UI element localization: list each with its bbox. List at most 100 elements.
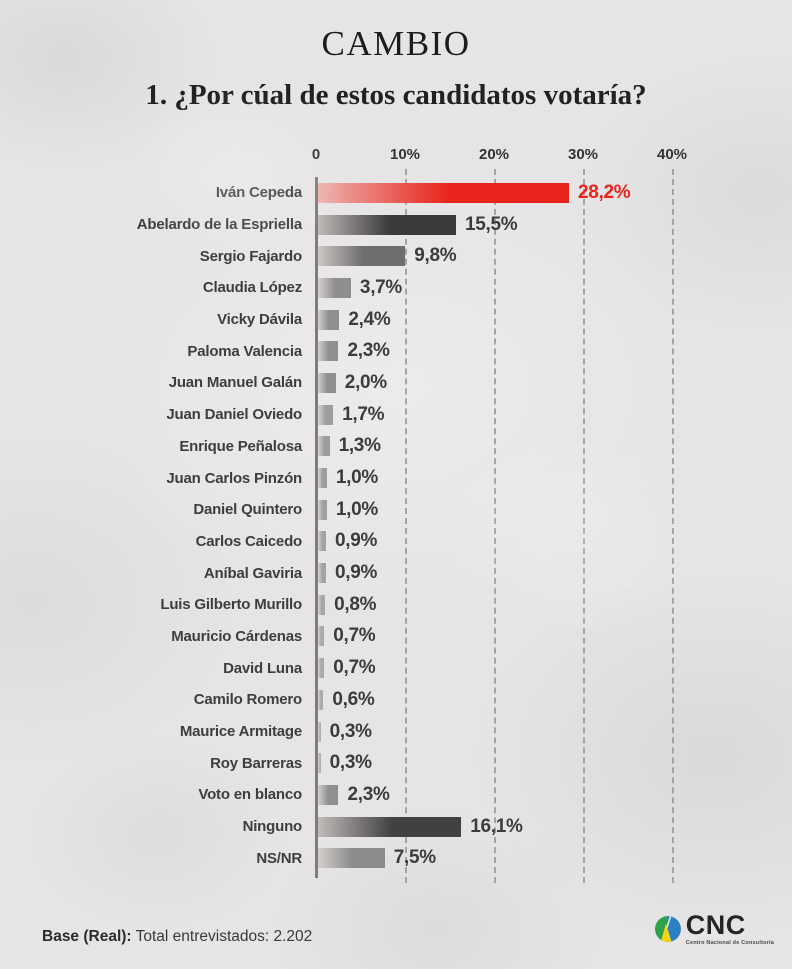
chart-rows: Iván Cepeda 28,2% Abelardo de la Espriella… [0,177,792,874]
bar [318,721,321,742]
bar-track: 16,1% [316,811,792,843]
bar-track: 1,3% [316,431,792,463]
candidate-label: Juan Manuel Galán [168,374,303,392]
candidate-label: Ninguno [242,818,303,836]
bar [318,246,406,267]
candidate-label: Iván Cepeda [215,184,302,202]
bar [318,468,327,489]
bar [318,658,325,679]
candidate-label: Maurice Armitage [179,723,302,741]
bar-track: 9,8% [316,240,792,272]
bar-track: 7,5% [316,842,792,874]
value-label: 0,7% [333,657,376,679]
candidate-label: NS/NR [256,849,302,867]
value-label: 1,3% [338,435,381,457]
bar-track: 3,7% [316,272,792,304]
chart-row: Luis Gilberto Murillo 0,8% [0,589,792,621]
chart-row: Juan Carlos Pinzón 1,0% [0,462,792,494]
cnc-logo-icon [654,916,681,942]
value-label: 0,7% [333,625,376,647]
value-label: 1,0% [335,498,378,520]
value-label: 1,7% [342,403,385,425]
candidate-label: Daniel Quintero [193,501,302,519]
chart-row: Maurice Armitage 0,3% [0,716,792,748]
chart-row: Juan Manuel Galán 2,0% [0,367,792,399]
value-label: 9,8% [414,245,457,267]
value-label: 3,7% [359,276,403,298]
bar [318,214,456,235]
chart-row: Juan Daniel Oviedo 1,7% [0,399,792,431]
candidate-label: Enrique Peñalosa [179,437,302,455]
gridline [583,169,585,883]
chart-row: Sergio Fajardo 9,8% [0,240,792,272]
bar-track: 0,7% [316,621,792,653]
bar [318,563,326,584]
x-axis-tick-label: 10% [389,146,421,163]
value-label: 1,0% [335,467,378,489]
chart-row: Daniel Quintero 1,0% [0,494,792,526]
brand-title: CAMBIO [321,24,471,63]
gridline [405,169,407,883]
chart-row: Enrique Peñalosa 1,3% [0,431,792,463]
candidate-label: Abelardo de la Espriella [136,216,302,234]
bar [318,848,385,869]
bar [318,626,325,647]
value-label: 2,3% [347,783,390,805]
bar [318,594,326,615]
candidate-label: David Luna [223,659,302,677]
bar-track: 0,6% [316,684,792,716]
bar-track: 0,3% [316,747,792,779]
candidate-label: Juan Carlos Pinzón [166,469,302,487]
bar-track: 2,4% [316,304,792,336]
chart-row: Abelardo de la Espriella 15,5% [0,209,792,241]
candidate-label: Voto en blanco [198,786,302,804]
candidate-label: Claudia López [202,279,302,297]
value-label: 15,5% [464,213,518,235]
value-label: 0,3% [329,752,372,774]
chart-row: Aníbal Gaviria 0,9% [0,557,792,589]
value-label: 0,6% [332,688,375,710]
candidate-label: Camilo Romero [193,691,302,709]
candidate-label: Mauricio Cárdenas [171,627,302,645]
chart-row: Roy Barreras 0,3% [0,747,792,779]
bar-track: 0,7% [316,652,792,684]
y-axis-line [315,177,318,878]
bar [318,531,326,552]
x-axis-tick-label: 40% [656,146,688,163]
chart-row: Mauricio Cárdenas 0,7% [0,621,792,653]
bar [318,753,321,774]
footer-base-note: Base (Real): Total entrevistados: 2.202 [42,928,312,946]
value-label: 2,0% [344,371,387,393]
candidate-label: Luis Gilberto Murillo [160,596,302,614]
cnc-logo: CNC Centro Nacional de Consultoría [654,912,774,947]
bar-track: 1,0% [316,494,792,526]
chart-row: NS/NR 7,5% [0,842,792,874]
chart-row: David Luna 0,7% [0,652,792,684]
bar-track: 0,8% [316,589,792,621]
candidate-label: Vicky Dávila [217,311,302,329]
value-label: 2,4% [348,308,391,330]
value-label: 28,2% [577,181,631,203]
candidate-label: Roy Barreras [210,754,302,772]
bar-track: 2,0% [316,367,792,399]
cnc-logo-wordmark: CNC Centro Nacional de Consultoría [686,912,774,947]
bar-track: 1,7% [316,399,792,431]
candidate-label: Carlos Caicedo [195,532,303,550]
chart-row: Vicky Dávila 2,4% [0,304,792,336]
bar [318,816,462,837]
x-axis-tick-label: 20% [478,146,510,163]
bar [318,309,340,330]
candidate-label: Aníbal Gaviria [203,564,302,582]
bar-track: 0,9% [316,557,792,589]
chart-row: Ninguno 16,1% [0,811,792,843]
chart-row: Camilo Romero 0,6% [0,684,792,716]
bar [318,404,334,425]
candidate-label: Sergio Fajardo [199,247,302,265]
chart-row: Paloma Valencia 2,3% [0,335,792,367]
bar-track: 2,3% [316,335,792,367]
bar [318,372,336,393]
candidate-label: Juan Daniel Oviedo [166,406,302,424]
gridline [494,169,496,883]
bar-track: 28,2% [316,177,792,209]
